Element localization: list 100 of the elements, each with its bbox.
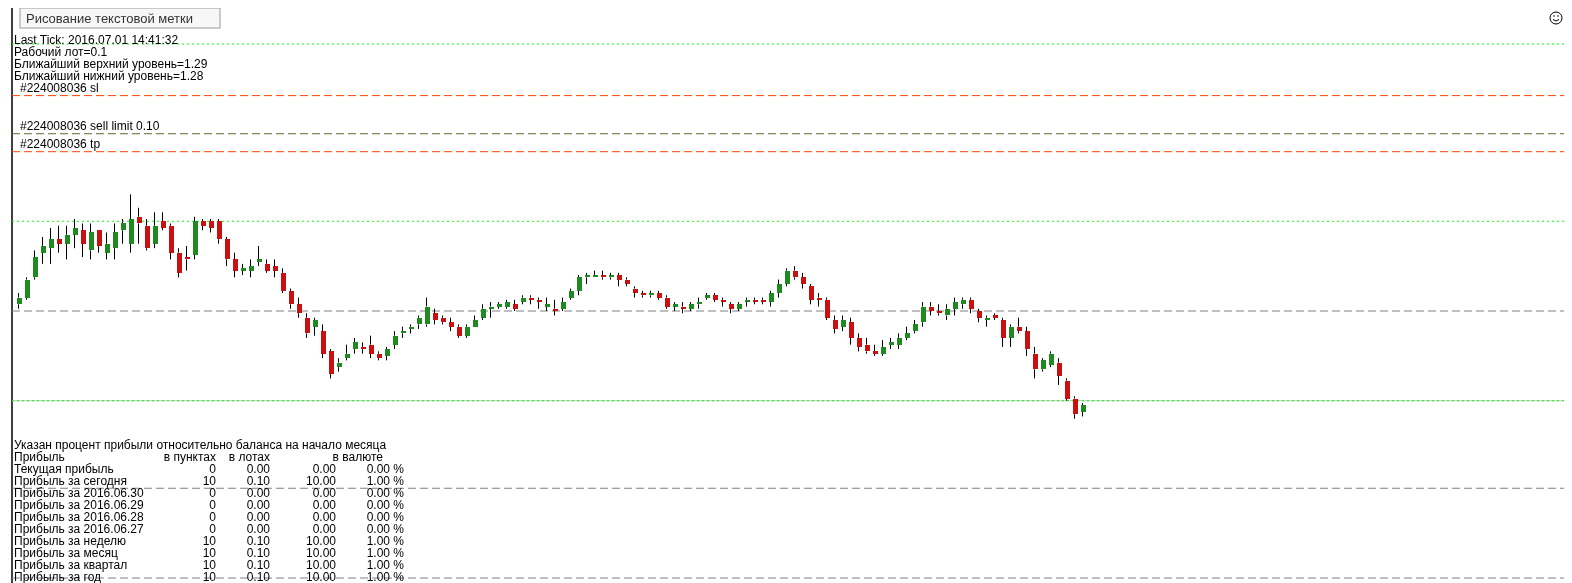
candlestick <box>552 299 558 316</box>
candlestick <box>752 297 758 305</box>
candlestick <box>720 297 726 308</box>
candlestick <box>80 223 86 258</box>
candlestick <box>264 258 270 274</box>
candlestick <box>1040 357 1046 373</box>
candlestick <box>896 332 902 350</box>
text: Прибыль за 2016.06.27 0 0.00 0.00 0.00 % <box>14 522 404 536</box>
candlestick <box>320 323 326 359</box>
candlestick <box>88 223 94 260</box>
candlestick <box>1056 357 1062 386</box>
candlestick <box>208 218 214 233</box>
candlestick <box>528 294 534 305</box>
candlestick <box>456 323 462 339</box>
candlestick <box>1072 395 1078 420</box>
candlestick <box>536 297 542 310</box>
candlestick <box>704 292 710 301</box>
candlestick <box>432 308 438 325</box>
candlestick <box>152 211 158 249</box>
candlestick <box>888 337 894 350</box>
candlestick <box>712 292 718 303</box>
candlestick <box>976 308 982 323</box>
text: Прибыль за 2016.06.29 0 0.00 0.00 0.00 % <box>14 498 404 512</box>
candlestick <box>936 303 942 316</box>
candlestick <box>280 267 286 294</box>
candlestick <box>824 297 830 321</box>
candlestick <box>776 279 782 299</box>
candlestick <box>400 326 406 339</box>
candlestick <box>160 211 166 231</box>
candlestick <box>816 292 822 308</box>
candlestick <box>560 297 566 312</box>
text: Прибыль за неделю 10 0.10 10.00 1.00 % <box>14 534 404 548</box>
candlestick <box>448 317 454 332</box>
candlestick <box>640 290 646 299</box>
candlestick <box>832 314 838 334</box>
candlestick <box>1016 317 1022 334</box>
candlestick <box>496 301 502 310</box>
ref-line-label: #224008036 sell limit 0.10 <box>20 118 160 133</box>
candlestick <box>344 344 350 361</box>
candlestick <box>48 227 54 265</box>
text: Прибыль за 2016.06.28 0 0.00 0.00 0.00 % <box>14 510 404 524</box>
candlestick <box>360 341 366 355</box>
candlestick <box>968 297 974 314</box>
candlestick <box>408 323 414 334</box>
candlestick <box>648 290 654 299</box>
candlestick <box>672 301 678 312</box>
candlestick <box>32 249 38 281</box>
candlestick <box>288 288 294 310</box>
candlestick <box>1000 317 1006 348</box>
candlestick <box>1064 377 1070 402</box>
candlestick <box>840 314 846 332</box>
candlestick <box>960 297 966 310</box>
candlestick <box>848 317 854 346</box>
candlestick <box>912 319 918 334</box>
candlestick <box>184 245 190 272</box>
candlestick <box>608 272 614 281</box>
candlestick <box>24 276 30 301</box>
candlestick <box>312 317 318 337</box>
candlestick <box>488 301 494 319</box>
candlestick <box>1048 350 1054 368</box>
candlestick <box>768 290 774 308</box>
candlestick <box>424 297 430 328</box>
candlestick <box>728 301 734 314</box>
candlestick <box>336 357 342 373</box>
candlestick <box>688 301 694 312</box>
text: Ближайший нижний уровень=1.28 <box>14 69 204 83</box>
candlestick <box>920 301 926 328</box>
candlestick <box>144 218 150 251</box>
candlestick <box>56 225 62 254</box>
candlestick <box>624 276 630 287</box>
candlestick <box>376 350 382 361</box>
ref-line-label: #224008036 tp <box>20 136 101 151</box>
candlestick <box>680 301 686 314</box>
candlestick <box>984 314 990 328</box>
text: Прибыль за 2016.06.30 0 0.00 0.00 0.00 % <box>14 486 404 500</box>
candlestick <box>512 299 518 312</box>
candlestick <box>256 245 262 267</box>
text: Рисование текстовой метки <box>26 11 193 26</box>
candlestick <box>128 193 134 254</box>
candlestick <box>64 225 70 260</box>
candlestick <box>808 283 814 305</box>
candlestick <box>656 290 662 301</box>
candlestick <box>576 274 582 296</box>
candlestick <box>1080 402 1086 417</box>
candlestick <box>1032 346 1038 379</box>
candlestick <box>72 218 78 249</box>
candlestick <box>304 312 310 339</box>
candlestick <box>200 218 206 231</box>
candlestick <box>384 346 390 361</box>
candlestick <box>392 330 398 350</box>
candlestick <box>352 337 358 355</box>
candlestick <box>440 314 446 325</box>
candlestick <box>856 332 862 352</box>
text: Last Tick: 2016.07.01 14:41:32 <box>14 33 179 47</box>
text: Указан процент прибыли относительно баланса на начало месяца <box>14 438 387 452</box>
candlestick <box>696 297 702 310</box>
candlestick <box>880 339 886 357</box>
candlestick <box>480 303 486 321</box>
candlestick <box>784 267 790 287</box>
ref-line-label: #224008036 sl <box>20 80 99 95</box>
